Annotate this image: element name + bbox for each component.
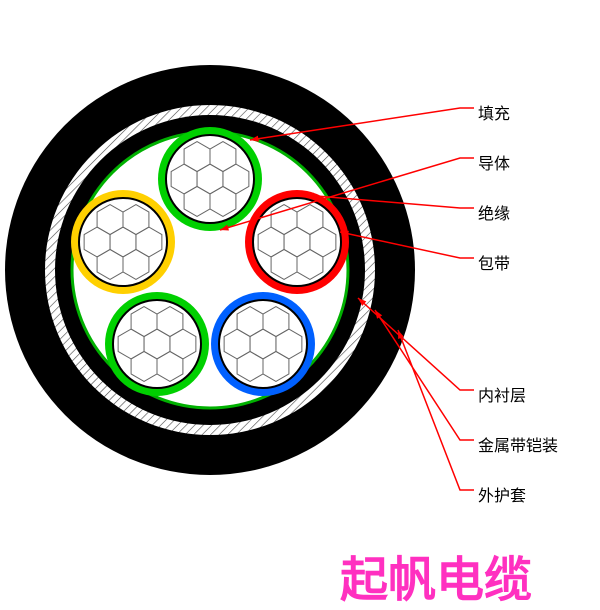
label-insulation: 绝缘 [478,200,510,224]
label-wrapping_label: 包带 [478,250,510,274]
label-filler: 填充 [478,100,510,124]
label-outer_sheath_label: 外护套 [478,482,526,506]
label-conductor_core: 导体 [478,150,510,174]
label-inner_lining_label: 内衬层 [478,382,526,406]
label-armor_label: 金属带铠装 [478,432,558,456]
cable-cross-section-diagram [0,0,600,600]
